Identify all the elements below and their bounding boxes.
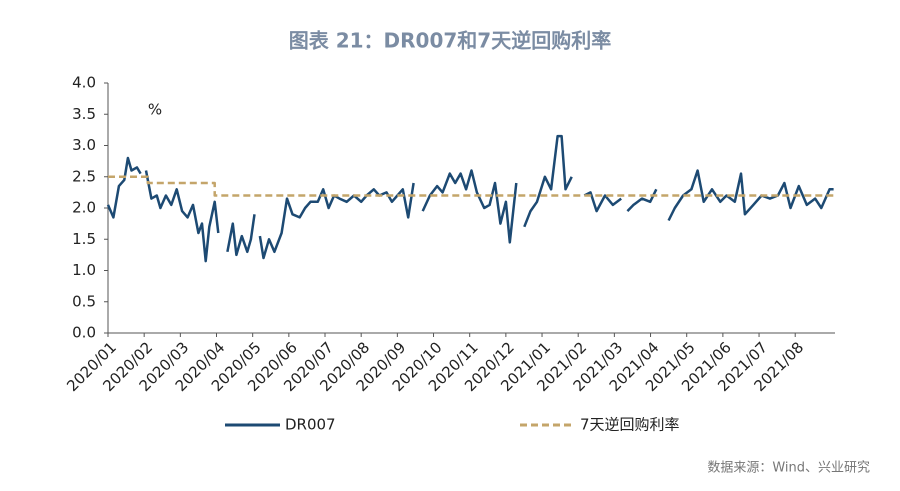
legend-label: 7天逆回购利率 bbox=[580, 416, 680, 434]
y-tick-label: 2.0 bbox=[72, 199, 96, 217]
source: 数据来源：Wind、兴业研究 bbox=[707, 461, 870, 476]
y-tick-label: 1.0 bbox=[72, 261, 96, 279]
y-tick-label: 4.0 bbox=[72, 74, 96, 92]
y-tick-label: 0.5 bbox=[72, 292, 96, 310]
legend-label: DR007 bbox=[285, 416, 336, 434]
y-tick-label: 1.5 bbox=[72, 230, 96, 248]
y-tick-label: 2.5 bbox=[72, 167, 96, 185]
y-tick-label: 3.5 bbox=[72, 105, 96, 123]
y-unit: % bbox=[148, 101, 162, 119]
chart-title: 图表 21：DR007和7天逆回购利率 bbox=[289, 29, 611, 53]
series-line bbox=[108, 175, 834, 197]
series-line bbox=[106, 134, 834, 263]
y-tick-label: 3.0 bbox=[72, 136, 96, 154]
y-tick-label: 0.0 bbox=[72, 324, 96, 342]
